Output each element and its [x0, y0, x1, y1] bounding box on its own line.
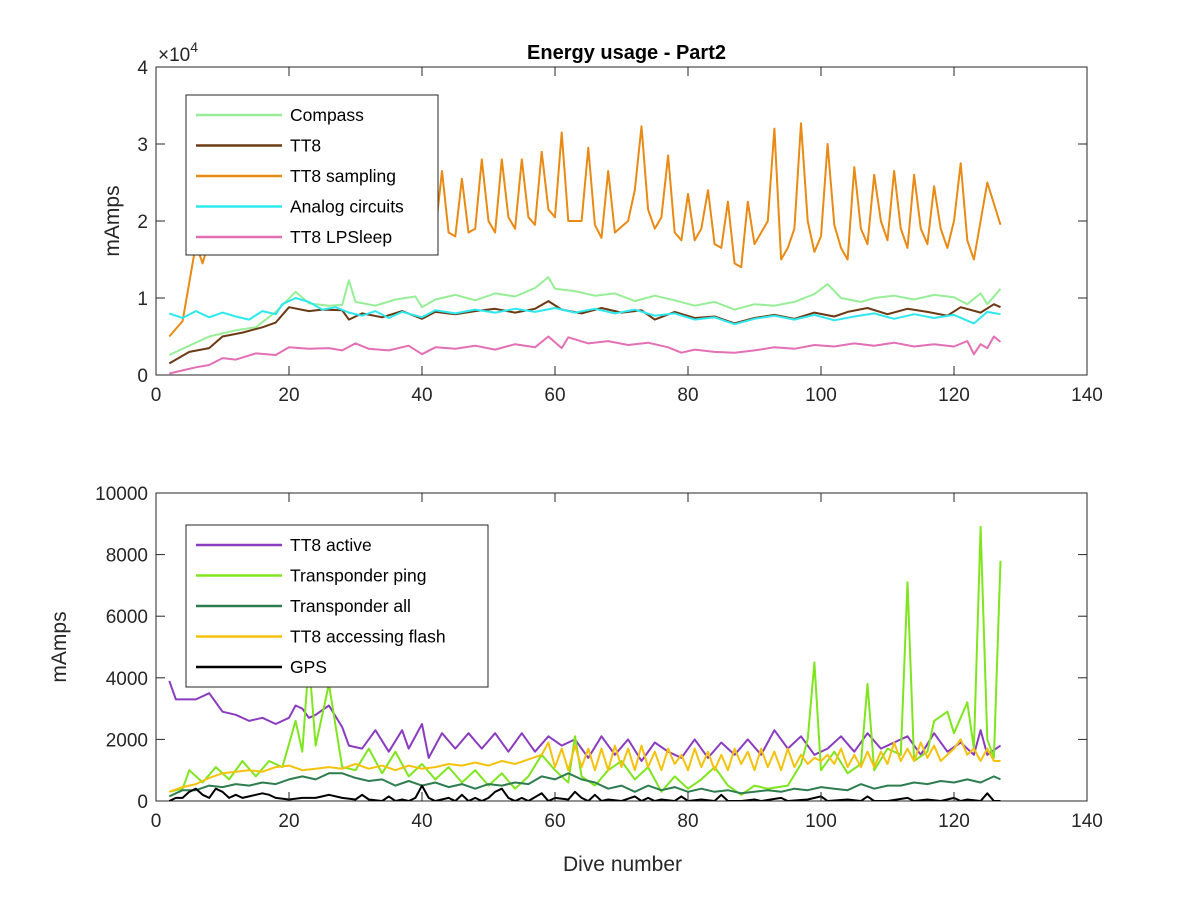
y-exponent-power: 4 — [190, 39, 198, 55]
legend-label: TT8 accessing flash — [290, 627, 446, 647]
y-axis-label: mAmps — [101, 185, 124, 256]
legend-label: TT8 active — [290, 535, 372, 555]
y-exponent-base: ×10 — [158, 45, 190, 66]
legend-label: TT8 sampling — [290, 166, 396, 186]
legend-label: TT8 — [290, 136, 321, 156]
y-exponent-label: ×104 — [158, 39, 198, 66]
series-line-tt8-accessing-flash — [168, 738, 1001, 793]
x-tick-label: 0 — [151, 811, 162, 832]
series-lines — [168, 525, 1002, 801]
x-tick-label: 100 — [805, 811, 837, 832]
legend-label: Compass — [290, 105, 364, 125]
y-tick-label: 0 — [137, 366, 148, 387]
x-tick-label: 40 — [411, 811, 432, 832]
series-lines — [168, 122, 1002, 375]
chart-title: Energy usage - Part2 — [527, 42, 726, 64]
y-tick-label: 2000 — [106, 730, 148, 751]
series-line-compass — [168, 276, 1002, 356]
y-axis-label: mAmps — [48, 611, 71, 682]
x-tick-label: 20 — [278, 385, 299, 406]
y-tick-label: 0 — [137, 792, 148, 813]
x-tick-label: 20 — [278, 811, 299, 832]
subplot-2: 0 20 40 60 80 100 120 140 0 2000 4000 6000 8000 10000… — [48, 484, 1103, 876]
y-tick-label: 10000 — [95, 484, 148, 505]
series-line-gps — [168, 784, 1001, 801]
legend-label: GPS — [290, 657, 327, 677]
y-tick-label: 4 — [137, 58, 148, 79]
y-tick-label: 1 — [137, 289, 148, 310]
legend-label: Transponder all — [290, 596, 411, 616]
x-tick-label: 120 — [938, 385, 970, 406]
x-tick-label: 80 — [677, 385, 698, 406]
x-tick-label: 140 — [1071, 385, 1103, 406]
x-tick-label: 80 — [677, 811, 698, 832]
x-tick-label: 100 — [805, 385, 837, 406]
series-line-transponder-all — [168, 772, 1001, 798]
series-line-analog-circuits — [168, 297, 1001, 326]
y-tick-label: 6000 — [106, 607, 148, 628]
legend-label: Analog circuits — [290, 197, 404, 217]
y-tick-label: 2 — [137, 212, 148, 233]
y-tick-label: 3 — [137, 135, 148, 156]
series-line-tt8-lpsleep — [169, 335, 1002, 375]
legend-label: Transponder ping — [290, 566, 427, 586]
x-tick-label: 0 — [151, 385, 162, 406]
series-line-tt8-active — [168, 680, 1002, 762]
legend: Compass TT8 TT8 sampling Analog circuits TT8… — [185, 94, 439, 256]
x-tick-label: 40 — [411, 385, 432, 406]
legend: TT8 active Transponder ping Transponder al… — [185, 524, 489, 688]
legend-label: TT8 LPSleep — [290, 227, 392, 247]
x-axis-label: Dive number — [563, 853, 682, 876]
x-tick-label: 120 — [938, 811, 970, 832]
x-tick-label: 140 — [1071, 811, 1103, 832]
y-tick-label: 4000 — [106, 669, 148, 690]
y-tick-label: 8000 — [106, 546, 148, 567]
x-tick-label: 60 — [544, 811, 565, 832]
x-tick-label: 60 — [544, 385, 565, 406]
